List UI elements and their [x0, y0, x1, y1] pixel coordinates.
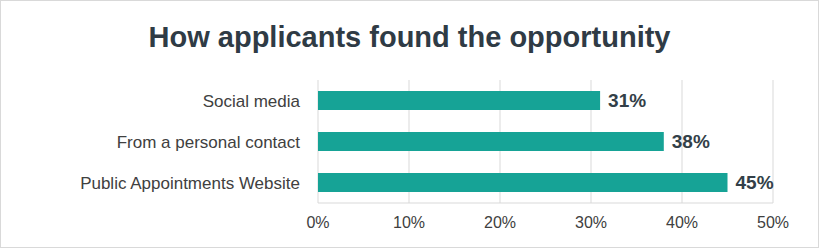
svg-text:40%: 40%	[666, 214, 698, 231]
svg-text:31%: 31%	[608, 90, 646, 111]
svg-text:Social media: Social media	[203, 92, 301, 111]
svg-text:38%: 38%	[672, 131, 710, 152]
svg-text:30%: 30%	[575, 214, 607, 231]
svg-text:Public Appointments Website: Public Appointments Website	[80, 174, 300, 193]
svg-text:From a personal contact: From a personal contact	[117, 133, 301, 152]
svg-text:0%: 0%	[306, 214, 329, 231]
svg-text:20%: 20%	[484, 214, 516, 231]
svg-text:10%: 10%	[393, 214, 425, 231]
html-text:How applicants found the oppor: How applicants found the opportunity	[148, 21, 671, 53]
svg-text:50%: 50%	[757, 214, 789, 231]
svg-text:45%: 45%	[736, 172, 774, 193]
